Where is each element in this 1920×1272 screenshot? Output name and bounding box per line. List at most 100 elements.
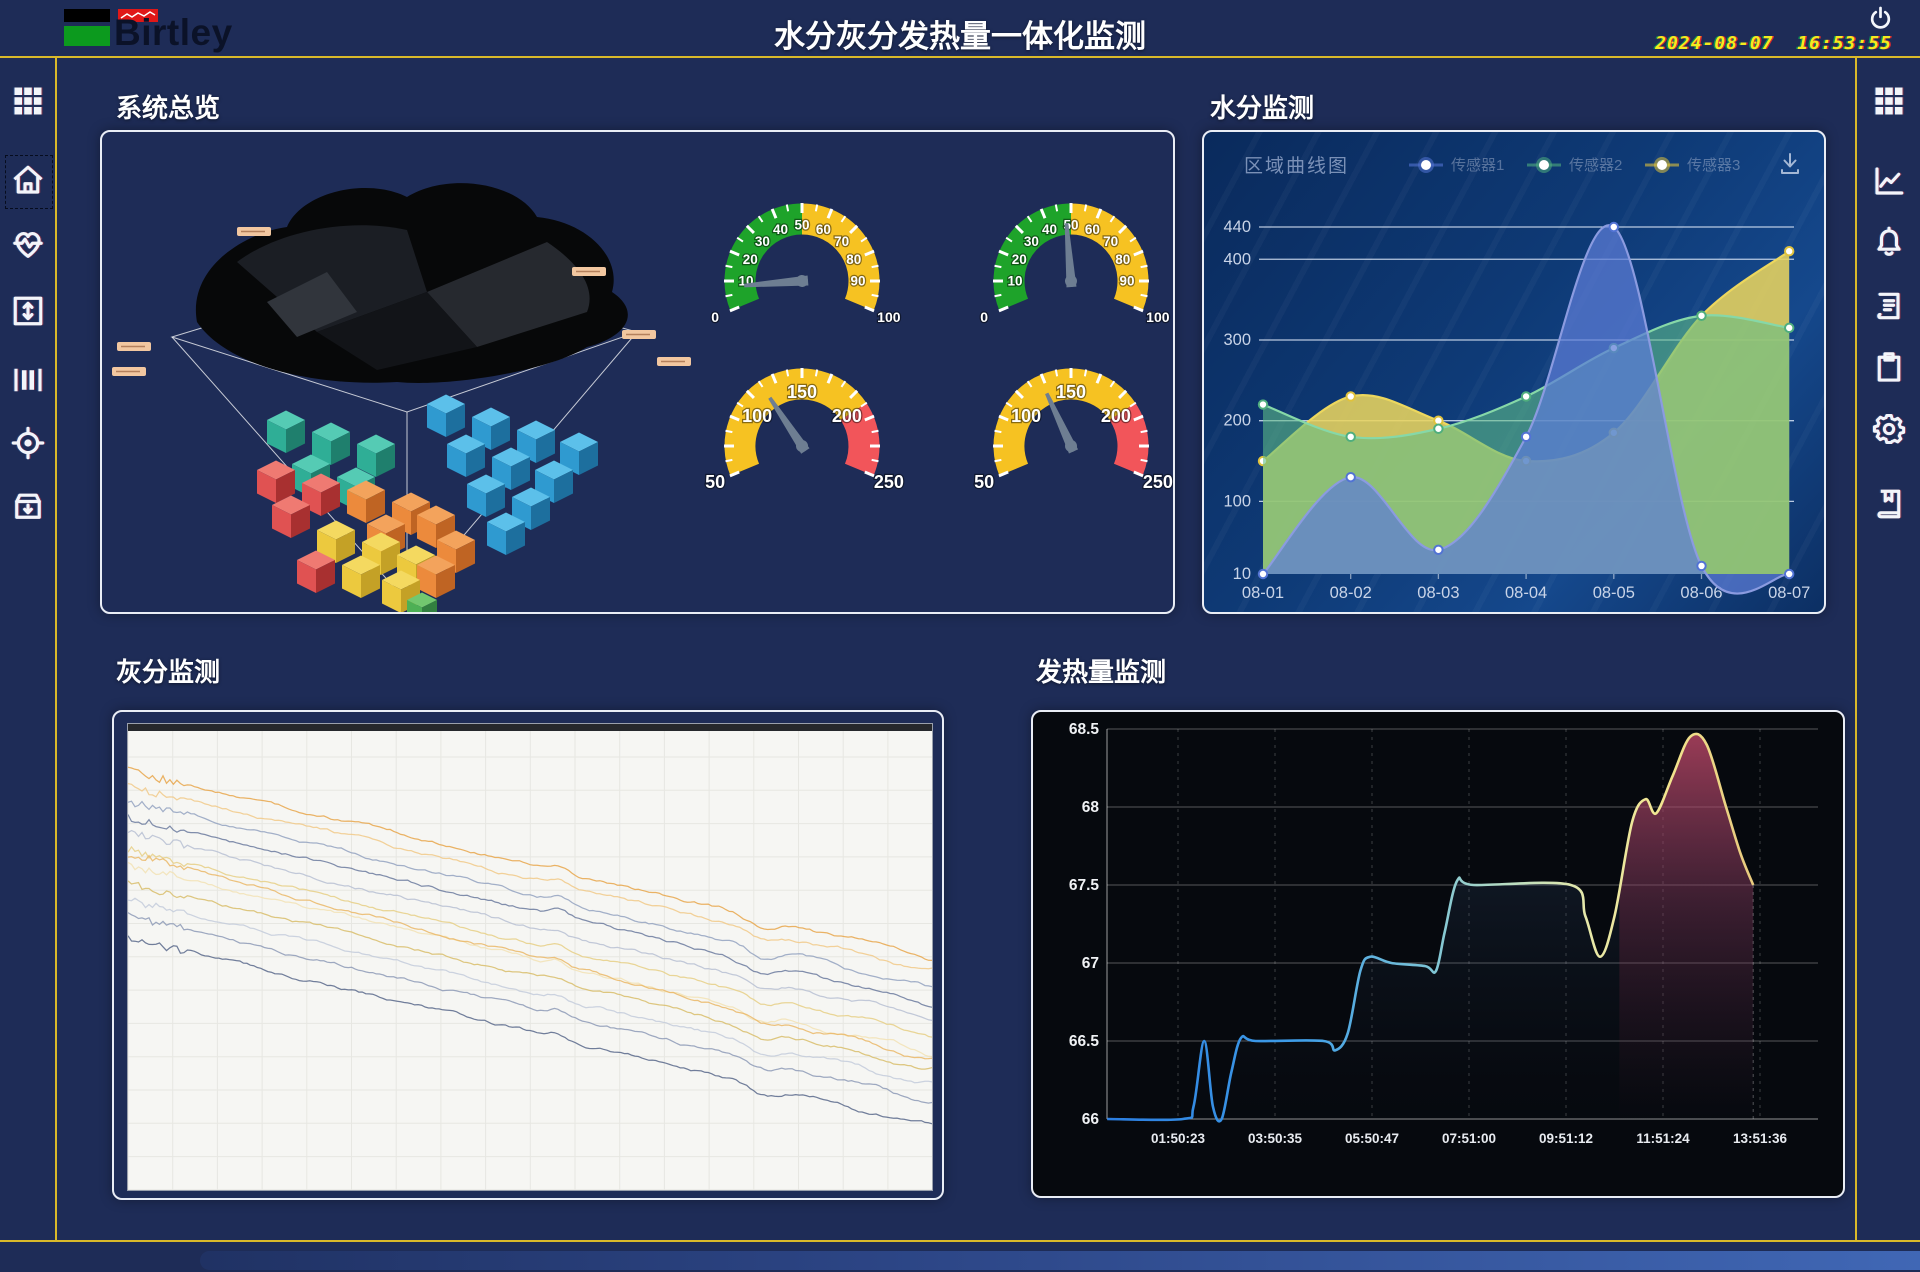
svg-text:10: 10 [1233, 565, 1251, 583]
svg-text:200: 200 [1223, 412, 1251, 430]
page-title: 水分灰分发热量一体化监测 [774, 19, 1146, 54]
left-divider [55, 58, 57, 1240]
svg-text:100: 100 [1223, 492, 1251, 510]
sidebar-item-settings[interactable] [1871, 411, 1907, 447]
svg-text:40: 40 [1042, 222, 1057, 237]
svg-text:08-03: 08-03 [1417, 584, 1459, 602]
svg-text:400: 400 [1223, 250, 1251, 268]
logo-text: Birtley [114, 12, 233, 53]
sidebar-item-apps[interactable] [1871, 83, 1907, 119]
bars-icon [10, 368, 46, 402]
right-divider [1855, 58, 1857, 1240]
legend-item-传感器3[interactable]: 传感器3 [1645, 157, 1740, 174]
moisture-panel: 区域曲线图 10 100 200 300 400 440 08-01 08-02 08-03 08-… [1202, 130, 1826, 614]
sidebar-item-storage[interactable] [10, 488, 46, 524]
ash-series-1 [127, 766, 933, 962]
svg-text:90: 90 [850, 274, 865, 289]
moisture-area-chart: 区域曲线图 10 100 200 300 400 440 08-01 08-02 08-03 08-… [1223, 153, 1810, 602]
ash-series-12 [127, 935, 933, 1125]
sidebar-item-calibration[interactable] [10, 425, 46, 461]
sidebar-item-gates[interactable] [10, 362, 46, 398]
header: Birtley 水分灰分发热量一体化监测 2024-08-07 16:53:55 [0, 0, 1920, 56]
svg-text:08-01: 08-01 [1242, 584, 1284, 602]
chart-label: 区域曲线图 [1244, 155, 1349, 177]
sidebar-item-levels[interactable] [10, 293, 46, 329]
svg-text:0: 0 [711, 309, 719, 325]
sidebar-item-health[interactable] [10, 226, 46, 262]
gauge-4: 100 150 200 50 250 [973, 368, 1173, 493]
svg-text:传感器1: 传感器1 [1451, 157, 1504, 174]
ash-chart-surface [127, 723, 933, 1191]
ash-series-4 [127, 814, 933, 1008]
svg-text:20: 20 [743, 252, 758, 267]
ash-series-6 [127, 845, 933, 1038]
svg-text:90: 90 [1119, 274, 1134, 289]
coal-pile-3d-visual [112, 183, 691, 612]
gear-icon [1871, 414, 1907, 451]
gauge-needle [744, 275, 809, 288]
svg-text:08-02: 08-02 [1330, 584, 1372, 602]
sidebar-item-trends[interactable] [1871, 163, 1907, 199]
sidebar-item-apps[interactable] [10, 83, 46, 119]
ash-series-11 [127, 854, 933, 1060]
moisture-title: 水分监测 [1210, 93, 1315, 123]
sidebar-item-records[interactable] [1871, 486, 1907, 522]
time-text: 16:53:55 [1797, 33, 1892, 54]
svg-text:150: 150 [787, 382, 817, 402]
sidebar-item-reports[interactable] [1871, 288, 1907, 324]
svg-text:80: 80 [1115, 252, 1130, 267]
svg-text:0: 0 [980, 309, 988, 325]
gauge-needle [1064, 223, 1077, 288]
svg-text:13:51:36: 13:51:36 [1733, 1131, 1788, 1146]
svg-text:100: 100 [1146, 309, 1170, 325]
svg-text:40: 40 [773, 222, 788, 237]
svg-text:67: 67 [1082, 955, 1099, 972]
grid-icon [10, 87, 46, 123]
logo-square-black [64, 9, 110, 22]
ash-series-2 [127, 782, 933, 970]
home-icon [10, 165, 46, 202]
gauge-needle [1045, 392, 1079, 454]
svg-text:03:50:35: 03:50:35 [1248, 1131, 1303, 1146]
svg-text:100: 100 [742, 406, 772, 426]
svg-text:250: 250 [874, 472, 904, 492]
ash-series-5 [127, 829, 933, 1022]
legend-item-传感器2[interactable]: 传感器2 [1527, 157, 1622, 174]
power-icon[interactable] [1867, 5, 1894, 32]
svg-text:66.5: 66.5 [1069, 1033, 1100, 1050]
svg-text:66: 66 [1082, 1111, 1100, 1128]
svg-text:10: 10 [1007, 274, 1022, 289]
svg-text:68.5: 68.5 [1069, 721, 1100, 738]
overview-panel: 10 20 30 40 50 60 70 80 90 0 100 10 20 30 40 50 60 70 80 90… [100, 130, 1175, 614]
sidebar-item-alarms[interactable] [1871, 224, 1907, 260]
document-icon [1871, 292, 1907, 328]
svg-text:200: 200 [1101, 406, 1131, 426]
svg-text:08-07: 08-07 [1768, 584, 1810, 602]
calorific-series [1107, 732, 1755, 1123]
logo-square-red [118, 9, 158, 22]
legend: 传感器1 传感器2 传感器3 [1409, 157, 1740, 174]
book-icon [1871, 489, 1907, 526]
clipboard-icon [1871, 352, 1907, 389]
resize-vertical-icon [10, 296, 46, 333]
gauge-needle [768, 396, 810, 454]
svg-text:50: 50 [705, 472, 725, 492]
svg-text:60: 60 [816, 222, 831, 237]
sidebar-item-home[interactable] [10, 162, 46, 198]
logo-square-green [64, 26, 110, 46]
svg-text:30: 30 [1024, 234, 1039, 249]
date-text: 2024-08-07 [1655, 33, 1774, 54]
legend-item-传感器1[interactable]: 传感器1 [1409, 157, 1504, 174]
ash-panel [112, 710, 944, 1200]
svg-text:05:50:47: 05:50:47 [1345, 1131, 1399, 1146]
svg-text:07:51:00: 07:51:00 [1442, 1131, 1496, 1146]
svg-text:09:51:12: 09:51:12 [1539, 1131, 1593, 1146]
active-item-outline [5, 155, 53, 209]
sidebar-item-tasks[interactable] [1871, 349, 1907, 385]
svg-text:150: 150 [1056, 382, 1086, 402]
download-icon[interactable] [1781, 153, 1799, 174]
